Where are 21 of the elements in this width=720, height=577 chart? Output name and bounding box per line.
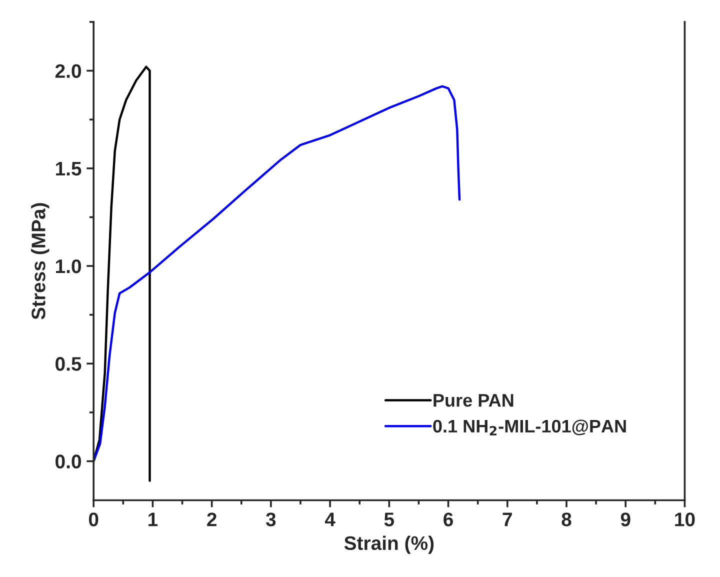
x-tick-label: 0 (88, 512, 98, 526)
legend-label: 0.1 NH$_{2}$-MIL-101@PAN (433, 420, 626, 436)
y-tick-label: 0.5 (56, 357, 82, 371)
x-tick-label: 2 (207, 512, 216, 526)
x-tick-label: 7 (502, 512, 512, 526)
x-tick-label: 8 (562, 512, 572, 526)
line-series (94, 66, 151, 482)
x-tick-label: 3 (266, 512, 276, 526)
y-axis-title: Stress (MPa) (31, 203, 50, 320)
x-axis-title: Strain (%) (344, 536, 434, 554)
legend-label: Pure PAN (434, 394, 514, 407)
x-tick-label: 6 (444, 512, 453, 526)
x-tick-label: 9 (620, 512, 630, 526)
x-tick-label: 10 (675, 512, 695, 526)
y-tick-label: 1.0 (56, 259, 81, 274)
y-tick-label: 1.5 (56, 162, 82, 176)
x-tick-label: 5 (384, 512, 394, 526)
y-tick-label: 2.0 (55, 64, 81, 78)
x-tick-label: 4 (324, 512, 336, 526)
y-tick-label: 0.0 (56, 454, 81, 468)
x-tick-label: 1 (148, 512, 158, 526)
